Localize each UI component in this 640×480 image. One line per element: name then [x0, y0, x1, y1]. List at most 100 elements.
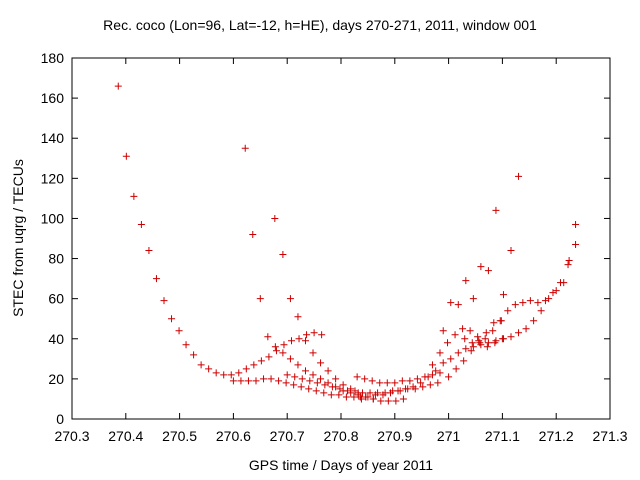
- data-point: [267, 375, 275, 383]
- data-point: [530, 317, 538, 325]
- data-point: [328, 383, 336, 391]
- data-point: [519, 299, 527, 307]
- data-point: [265, 353, 273, 361]
- y-tick-label: 40: [48, 331, 64, 347]
- data-point: [280, 341, 288, 349]
- x-tick-label: 271: [437, 428, 461, 444]
- data-point: [286, 355, 294, 363]
- data-point: [460, 357, 468, 365]
- data-point: [399, 395, 407, 403]
- data-point: [342, 393, 350, 401]
- x-tick-label: 270.9: [377, 428, 412, 444]
- data-point: [482, 329, 490, 337]
- data-point: [413, 375, 421, 383]
- data-point: [490, 319, 498, 327]
- data-point: [343, 387, 351, 395]
- data-point: [406, 377, 414, 385]
- data-point: [452, 365, 460, 373]
- data-point: [244, 377, 252, 385]
- axis-ticks: 270.3 270.4 270.5 270.6 270.7 270.8 270.9 271 27…: [41, 50, 628, 444]
- data-point: [264, 333, 272, 341]
- data-point: [444, 339, 452, 347]
- data-point: [468, 339, 476, 347]
- data-point: [309, 349, 317, 357]
- data-point: [252, 377, 260, 385]
- data-point: [504, 307, 512, 315]
- data-point: [321, 381, 329, 389]
- y-tick-label: 0: [56, 411, 64, 427]
- data-point: [130, 192, 138, 200]
- data-point: [507, 247, 515, 255]
- data-point: [552, 287, 560, 295]
- data-point: [359, 389, 367, 397]
- y-tick-label: 20: [48, 371, 64, 387]
- data-point: [394, 387, 402, 395]
- data-point: [439, 359, 447, 367]
- data-point: [317, 359, 325, 367]
- data-point: [145, 247, 153, 255]
- data-point: [484, 339, 492, 347]
- data-point: [335, 391, 343, 399]
- data-point: [537, 307, 545, 315]
- x-tick-label: 270.6: [216, 428, 251, 444]
- data-point: [545, 295, 553, 303]
- data-point: [212, 369, 220, 377]
- data-point: [511, 301, 519, 309]
- data-point: [291, 373, 299, 381]
- data-point: [168, 315, 176, 323]
- x-tick-label: 270.7: [270, 428, 305, 444]
- chart-title: Rec. coco (Lon=96, Lat=-12, h=HE), days …: [103, 17, 537, 33]
- data-point: [428, 371, 436, 379]
- data-point: [424, 373, 432, 381]
- data-point: [295, 335, 303, 343]
- data-point: [290, 381, 298, 389]
- data-point: [402, 385, 410, 393]
- data-point: [366, 389, 374, 397]
- y-axis-label: STEC from uqrg / TECUs: [10, 159, 26, 317]
- data-point: [205, 365, 213, 373]
- data-point: [313, 379, 321, 387]
- data-point: [297, 383, 305, 391]
- data-point: [242, 365, 250, 373]
- y-tick-label: 120: [41, 170, 65, 186]
- y-tick-label: 60: [48, 291, 64, 307]
- data-points: [114, 82, 580, 405]
- data-point: [469, 343, 477, 351]
- data-point: [301, 367, 309, 375]
- data-point: [282, 379, 290, 387]
- data-point: [572, 220, 580, 228]
- data-point: [272, 347, 280, 355]
- data-point: [235, 369, 243, 377]
- data-point: [286, 295, 294, 303]
- data-point: [515, 329, 523, 337]
- data-point: [356, 393, 364, 401]
- data-point: [310, 329, 318, 337]
- data-point: [447, 299, 455, 307]
- data-point: [339, 381, 347, 389]
- data-point: [398, 377, 406, 385]
- data-point: [152, 275, 160, 283]
- data-point: [182, 341, 190, 349]
- data-point: [317, 375, 325, 383]
- x-tick-label: 270.5: [162, 428, 197, 444]
- data-point: [250, 361, 258, 369]
- data-point: [271, 214, 279, 222]
- data-point: [432, 367, 440, 375]
- data-point: [386, 389, 394, 397]
- data-point: [572, 241, 580, 249]
- data-point: [469, 295, 477, 303]
- data-point: [560, 279, 568, 287]
- data-point: [279, 349, 287, 357]
- data-point: [507, 333, 515, 341]
- x-tick-label: 271.3: [592, 428, 627, 444]
- x-tick-label: 271.2: [539, 428, 574, 444]
- y-tick-label: 180: [41, 50, 65, 66]
- data-point: [498, 335, 506, 343]
- data-point: [392, 397, 400, 405]
- data-point: [249, 230, 257, 238]
- data-point: [436, 369, 444, 377]
- data-point: [257, 357, 265, 365]
- data-point: [454, 301, 462, 309]
- data-point: [565, 257, 573, 265]
- data-point: [526, 297, 534, 305]
